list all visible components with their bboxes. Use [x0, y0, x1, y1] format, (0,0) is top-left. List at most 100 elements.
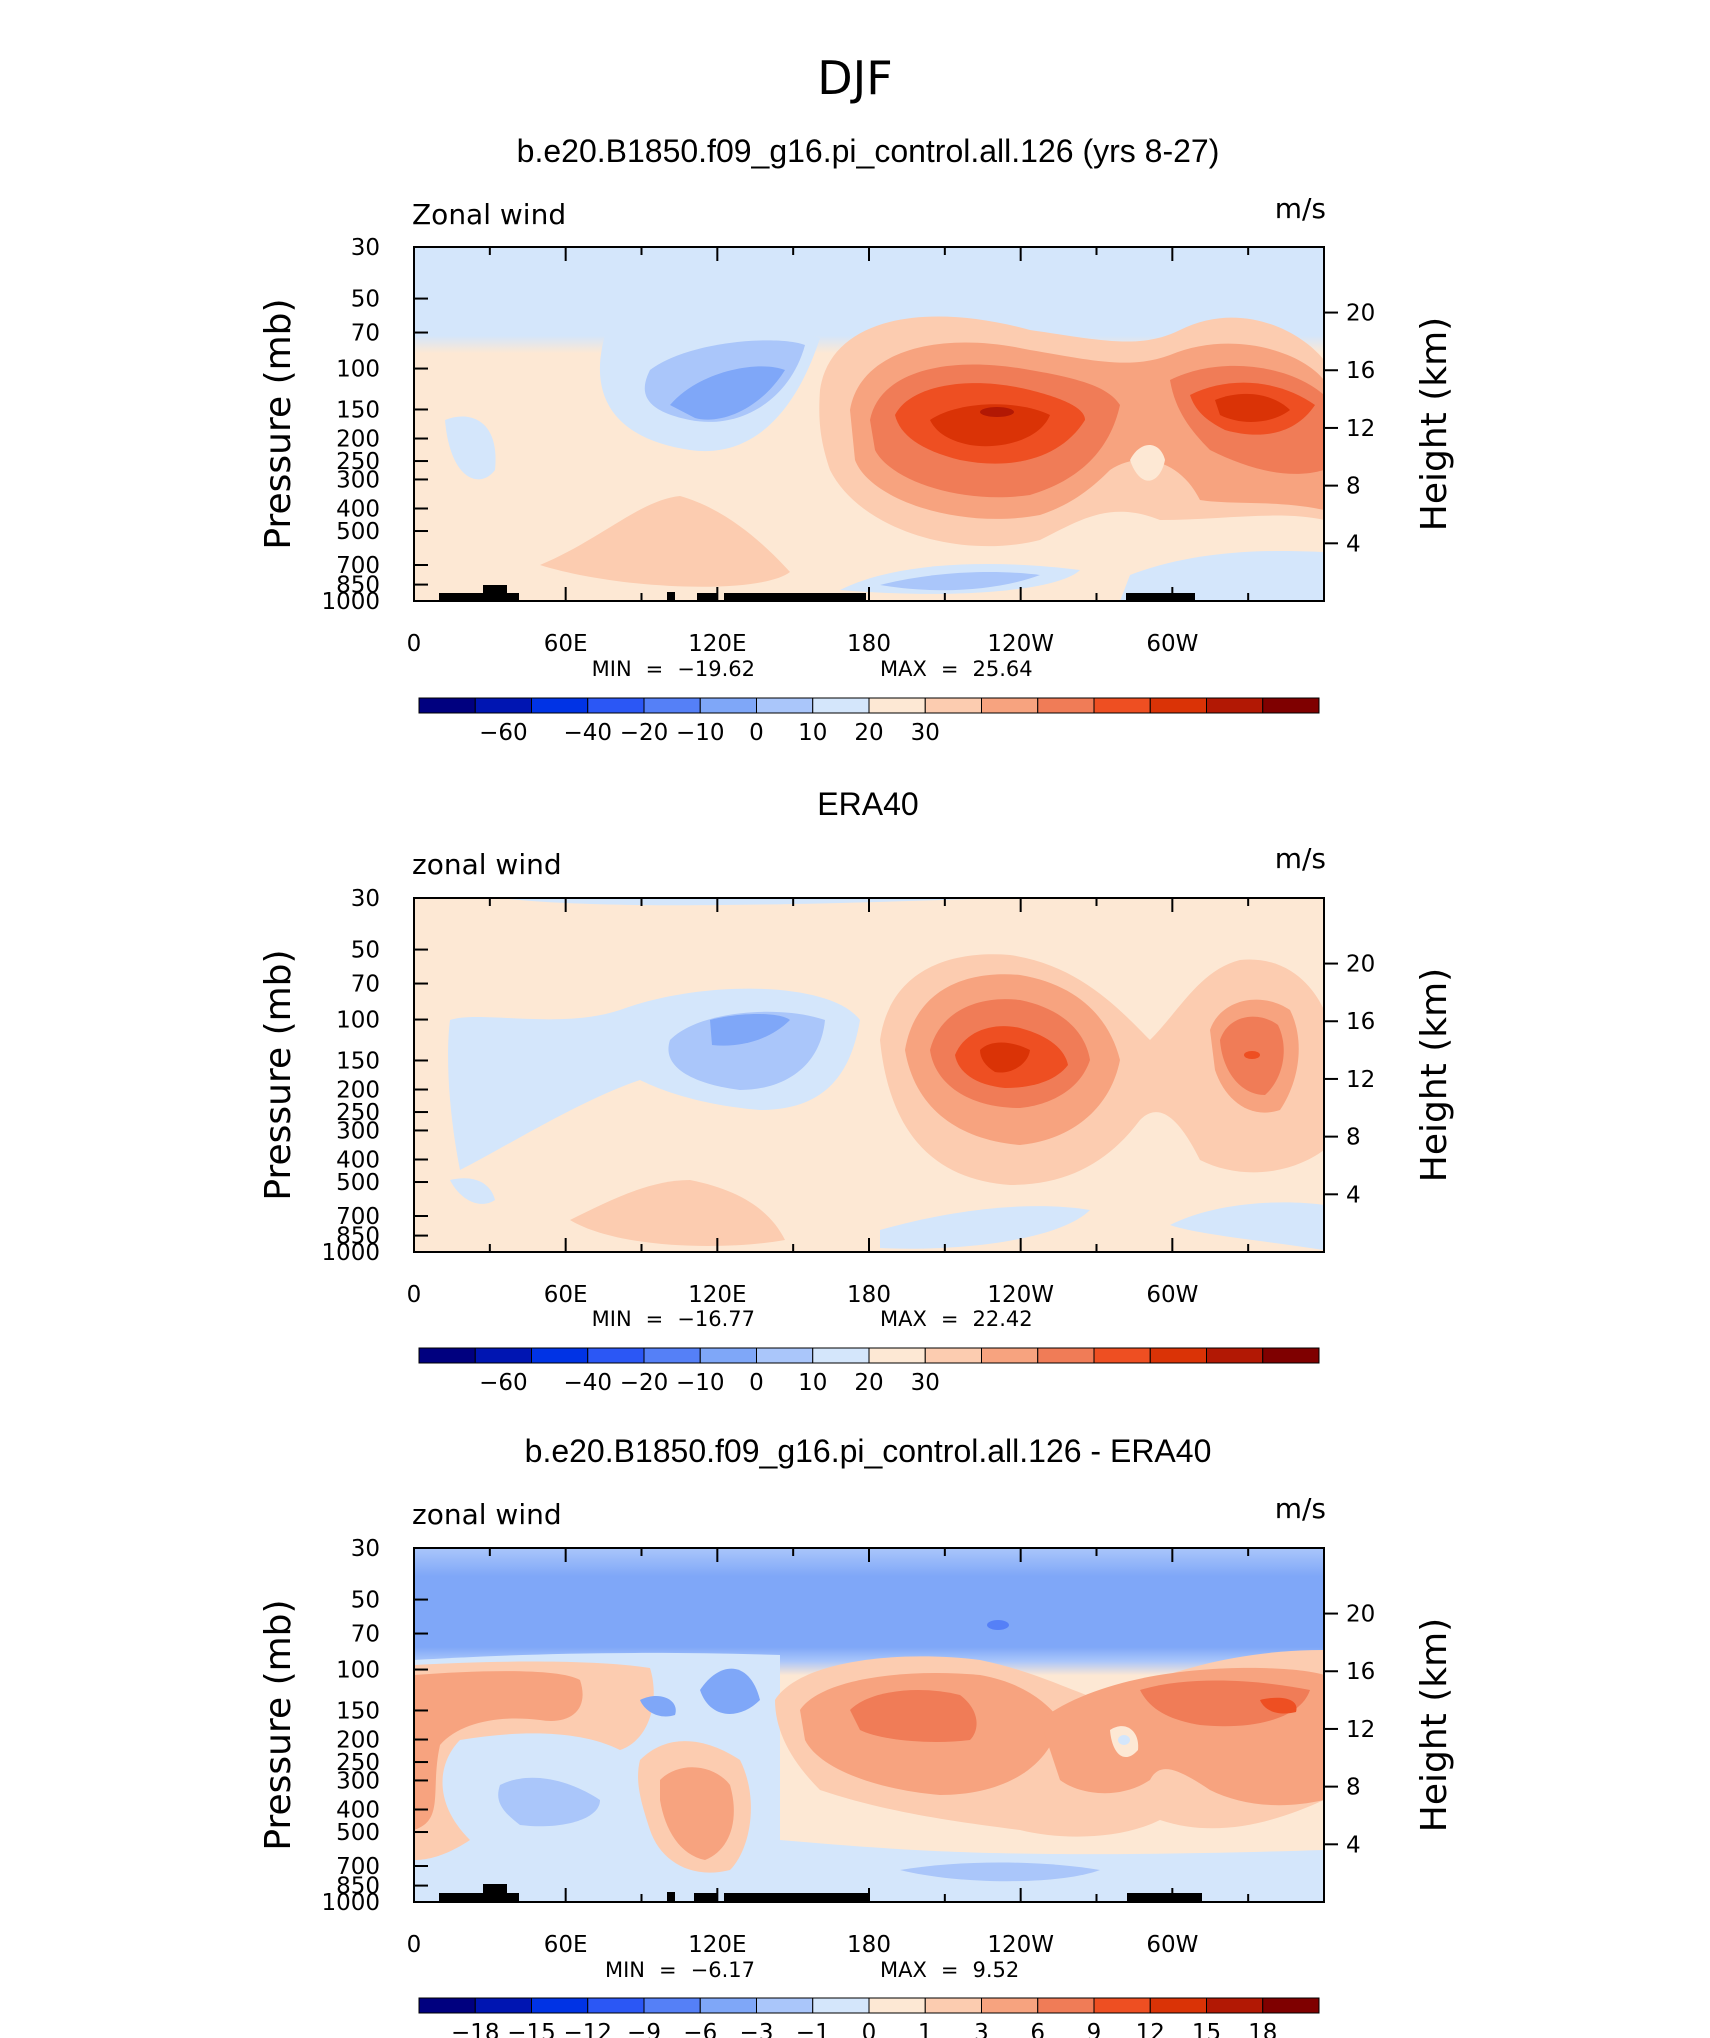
panel-title: b.e20.B1850.f09_g16.pi_control.all.126 -…	[525, 1433, 1212, 1469]
colorbar-swatch	[1037, 697, 1095, 714]
colorbar-swatch	[699, 697, 757, 714]
y2-tick-label: 8	[1346, 1775, 1361, 1801]
colorbar-label: 15	[1192, 2020, 1221, 2038]
colorbar-label: 20	[854, 720, 883, 746]
colorbar-swatch	[1149, 697, 1207, 714]
colorbar-label: −1	[796, 2020, 830, 2038]
y2-tick-label: 8	[1346, 474, 1361, 500]
y2-tick-label: 20	[1346, 952, 1375, 978]
y-tick-label: 100	[336, 1658, 380, 1684]
x-tick-label: 0	[407, 1932, 422, 1958]
field-label: zonal wind	[412, 1498, 562, 1531]
y2-tick-label: 4	[1346, 531, 1361, 557]
units-label: m/s	[1275, 1492, 1326, 1525]
min-label: MIN = −6.17	[605, 1958, 755, 1982]
y-tick-label: 50	[351, 1588, 380, 1614]
colorbar-swatch	[1149, 1347, 1207, 1364]
colorbar-label: 9	[1087, 2020, 1102, 2038]
colorbar-label: −20	[620, 720, 669, 746]
colorbar-label: 20	[854, 1370, 883, 1396]
y-tick-label: 850	[336, 573, 380, 599]
y2-axis-label: Height (km)	[1414, 968, 1455, 1182]
contour-field	[414, 247, 1324, 601]
max-label: MAX = 22.42	[880, 1307, 1033, 1331]
y2-tick-label: 4	[1346, 1182, 1361, 1208]
y2-tick-label: 16	[1346, 1009, 1375, 1035]
x-tick-label: 0	[407, 1282, 422, 1308]
y-tick-label: 30	[351, 886, 380, 912]
y-tick-label: 1000	[321, 1890, 380, 1916]
colorbar-label: 10	[798, 1370, 827, 1396]
colorbar-label: −18	[451, 2020, 500, 2038]
colorbar-swatch	[643, 697, 701, 714]
colorbar-swatch	[981, 1347, 1039, 1364]
colorbar-swatch	[474, 697, 532, 714]
colorbar-label: −3	[740, 2020, 774, 2038]
x-tick-label: 60W	[1146, 1282, 1198, 1308]
y2-tick-label: 12	[1346, 1067, 1375, 1093]
colorbar-label: −40	[563, 720, 612, 746]
colorbar-label: −40	[563, 1370, 612, 1396]
colorbar-label: −10	[676, 720, 725, 746]
colorbar-swatch	[812, 697, 870, 714]
colorbar-swatch	[531, 697, 589, 714]
colorbar-label: −10	[676, 1370, 725, 1396]
y-tick-label: 250	[336, 1100, 380, 1126]
y-tick-label: 150	[336, 1048, 380, 1074]
y2-tick-label: 16	[1346, 358, 1375, 384]
y-tick-label: 70	[351, 1622, 380, 1648]
panel-title: b.e20.B1850.f09_g16.pi_control.all.126 (…	[517, 133, 1220, 169]
colorbar-label: 3	[974, 2020, 989, 2038]
y-tick-label: 50	[351, 287, 380, 313]
colorbar-swatch	[1206, 697, 1264, 714]
colorbar-label: −60	[479, 720, 528, 746]
colorbar-label: 30	[911, 720, 940, 746]
colorbar-swatch	[643, 1347, 701, 1364]
y-tick-label: 850	[336, 1874, 380, 1900]
colorbar-label: 30	[911, 1370, 940, 1396]
contour-field	[414, 1548, 1324, 1902]
colorbar-swatch	[643, 1997, 701, 2014]
y-tick-label: 400	[336, 496, 380, 522]
x-tick-label: 180	[847, 1932, 891, 1958]
field-label: zonal wind	[412, 848, 562, 881]
y2-tick-label: 8	[1346, 1125, 1361, 1151]
colorbar-label: −15	[507, 2020, 556, 2038]
panel-model: b.e20.B1850.f09_g16.pi_control.all.126 (…	[258, 133, 1455, 746]
colorbar: −18 −15 −12 −9 −6 −3 −1 0 1 3 6 9 12 15 18	[418, 1997, 1320, 2038]
y-tick-label: 300	[336, 1118, 380, 1144]
y-tick-label: 700	[336, 553, 380, 579]
figure-title: DJF	[817, 51, 892, 105]
max-label: MAX = 25.64	[880, 657, 1033, 681]
colorbar-swatch	[699, 1997, 757, 2014]
x-tick-label: 60E	[544, 1932, 588, 1958]
colorbar-swatch	[868, 697, 926, 714]
colorbar-swatch	[1093, 1347, 1151, 1364]
y-tick-label: 200	[336, 427, 380, 453]
y-tick-label: 1000	[321, 1240, 380, 1266]
y-tick-label: 500	[336, 1820, 380, 1846]
min-label: MIN = −19.62	[592, 657, 755, 681]
y-tick-label: 50	[351, 938, 380, 964]
colorbar-swatch	[587, 697, 645, 714]
colorbar-swatch	[1206, 1347, 1264, 1364]
colorbar-swatch	[868, 1347, 926, 1364]
y-tick-label: 500	[336, 1170, 380, 1196]
colorbar-label: −6	[683, 2020, 717, 2038]
y-tick-label: 200	[336, 1078, 380, 1104]
panel-difference: b.e20.B1850.f09_g16.pi_control.all.126 -…	[258, 1433, 1455, 2038]
colorbar-swatch	[587, 1347, 645, 1364]
y2-tick-label: 12	[1346, 416, 1375, 442]
y2-axis-label: Height (km)	[1414, 1618, 1455, 1832]
y-tick-label: 1000	[321, 589, 380, 615]
colorbar-swatch	[1093, 1997, 1151, 2014]
colorbar-swatch	[1206, 1997, 1264, 2014]
colorbar-label: 1	[918, 2020, 933, 2038]
colorbar-swatch	[1262, 697, 1320, 714]
x-tick-label: 60E	[544, 631, 588, 657]
colorbar-label: −60	[479, 1370, 528, 1396]
colorbar-label: −12	[563, 2020, 612, 2038]
colorbar-swatch	[1037, 1997, 1095, 2014]
